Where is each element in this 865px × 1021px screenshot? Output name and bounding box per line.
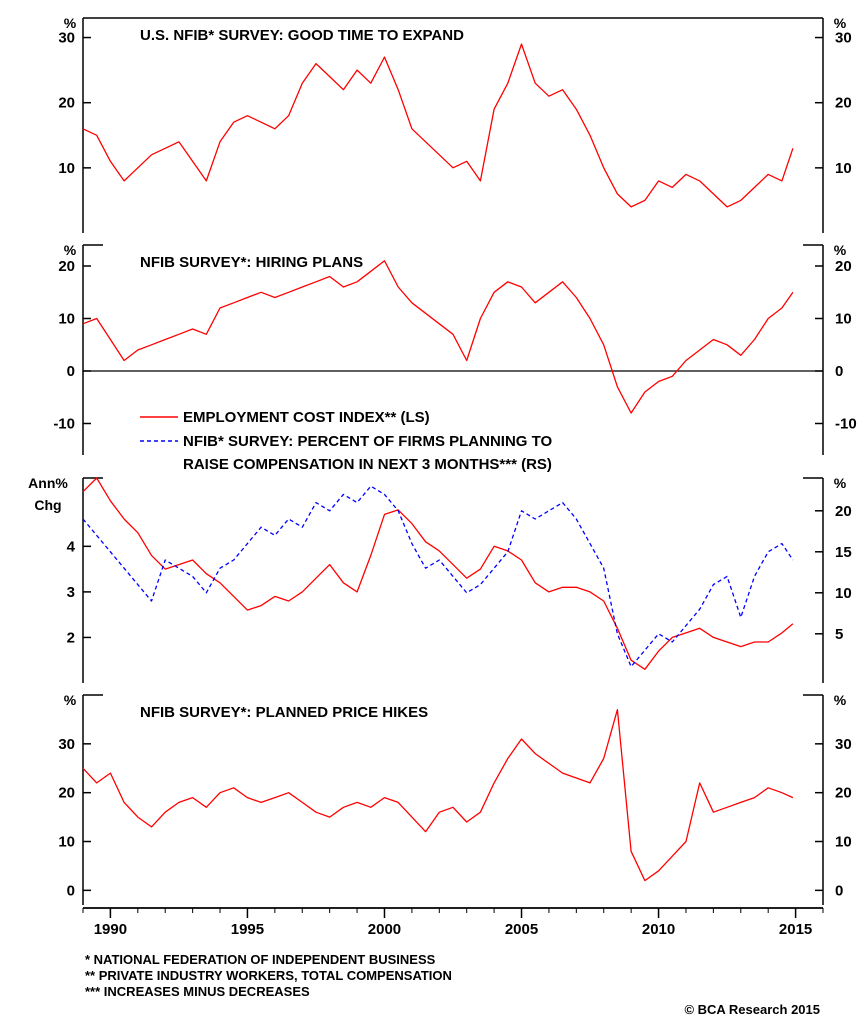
left-tick-label: -10	[53, 416, 75, 433]
x-tick-label: 2005	[505, 921, 538, 938]
x-tick-label: 1995	[231, 921, 264, 938]
x-tick-label: 2010	[642, 921, 675, 938]
right-tick-label: 10	[835, 160, 852, 177]
footnote-1: * NATIONAL FEDERATION OF INDEPENDENT BUS…	[85, 952, 436, 967]
chart-panel-4: % % 0 10 20 30 0 10 20 30 NFIB SURVEY*: PLANNED PR…	[58, 692, 852, 905]
right-tick-label: -10	[835, 416, 857, 433]
right-tick-label: 10	[835, 311, 852, 328]
right-tick-label: 10	[835, 585, 852, 602]
right-tick-label: 10	[835, 834, 852, 851]
x-tick-label: 2000	[368, 921, 401, 938]
chart-panel-2: % % -10 0 10 20 -10 0 10 20 NFIB SURVEY*: HIRING P…	[53, 242, 857, 455]
left-tick-label: 4	[67, 538, 76, 555]
right-tick-label: 20	[835, 95, 852, 112]
left-tick-label: 10	[58, 834, 75, 851]
credit-text: © BCA Research 2015	[684, 1002, 820, 1017]
panel-title: NFIB SURVEY*: PLANNED PRICE HIKES	[140, 704, 428, 721]
left-tick-label: 20	[58, 95, 75, 112]
legend-entry-nfib-line1: NFIB* SURVEY: PERCENT OF FIRMS PLANNING …	[183, 433, 553, 450]
left-unit-label: %	[64, 15, 77, 31]
left-tick-label: 20	[58, 258, 75, 275]
left-unit-label: Chg	[34, 497, 61, 513]
series-line-1	[82, 477, 794, 670]
left-unit-label: Ann%	[28, 475, 68, 491]
right-tick-label: 0	[835, 363, 843, 380]
legend-entry-ecl: EMPLOYMENT COST INDEX** (LS)	[183, 409, 430, 426]
left-unit-label: %	[64, 692, 77, 708]
x-axis: 1990 1995 2000 2005 2010 2015	[82, 907, 824, 938]
right-unit-label: %	[834, 15, 847, 31]
left-tick-label: 20	[58, 785, 75, 802]
left-tick-label: 10	[58, 311, 75, 328]
series-line-1	[82, 260, 794, 414]
right-tick-label: 5	[835, 626, 843, 643]
left-tick-label: 0	[67, 882, 75, 899]
right-tick-label: 15	[835, 544, 852, 561]
footnote-2: ** PRIVATE INDUSTRY WORKERS, TOTAL COMPE…	[85, 968, 452, 983]
series-line-1	[82, 43, 794, 208]
right-unit-label: %	[834, 475, 847, 491]
x-tick-label: 2015	[779, 921, 812, 938]
panel-title: U.S. NFIB* SURVEY: GOOD TIME TO EXPAND	[140, 27, 464, 44]
right-unit-label: %	[834, 692, 847, 708]
series-line-1	[82, 709, 794, 882]
right-tick-label: 20	[835, 258, 852, 275]
left-tick-label: 30	[58, 736, 75, 753]
panel-title: NFIB SURVEY*: HIRING PLANS	[140, 254, 363, 271]
right-tick-label: 20	[835, 785, 852, 802]
right-tick-label: 0	[835, 882, 843, 899]
right-unit-label: %	[834, 242, 847, 258]
series-line-2	[82, 485, 794, 668]
left-tick-label: 2	[67, 629, 75, 646]
legend-entry-nfib-line2: RAISE COMPENSATION IN NEXT 3 MONTHS*** (…	[183, 456, 552, 473]
x-tick-label: 1990	[94, 921, 127, 938]
right-tick-label: 20	[835, 503, 852, 520]
chart-panel-1: % % 10 20 30 10 20 30 U.S. NFIB* SURVEY: GOOD TI…	[58, 15, 852, 233]
footnote-3: *** INCREASES MINUS DECREASES	[85, 984, 310, 999]
left-tick-label: 0	[67, 363, 75, 380]
left-tick-label: 3	[67, 584, 75, 601]
left-unit-label: %	[64, 242, 77, 258]
chart-panel-3: Ann% Chg% 2 3 4 5 10 15 20	[28, 475, 852, 683]
left-tick-label: 10	[58, 160, 75, 177]
left-tick-label: 30	[58, 30, 75, 47]
right-tick-label: 30	[835, 30, 852, 47]
right-tick-label: 30	[835, 736, 852, 753]
